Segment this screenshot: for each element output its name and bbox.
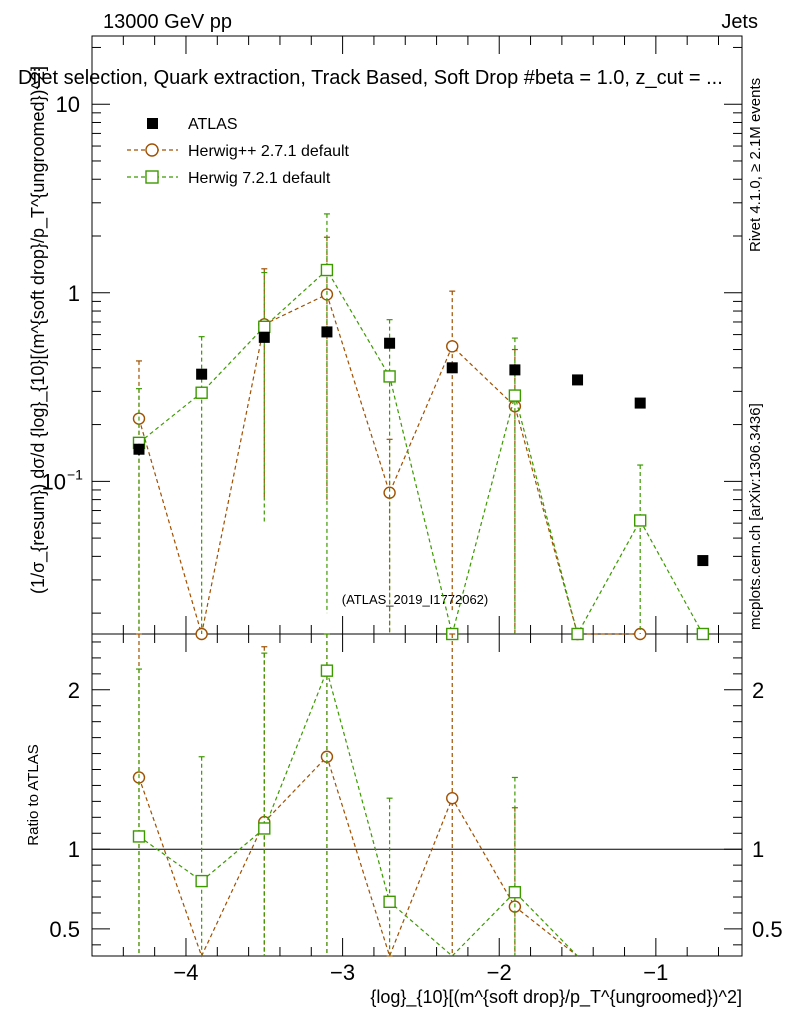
- series-line: [138, 668, 578, 957]
- data-point: [508, 886, 522, 899]
- data-point: [132, 830, 146, 843]
- ratio-ytick-label-left: 2: [68, 678, 80, 703]
- data-point: [195, 874, 208, 888]
- data-point: [446, 362, 458, 374]
- data-point: [320, 664, 334, 677]
- series-line: [138, 293, 641, 635]
- main-ylabel: (1/σ_{resum}) dσ/d {log}_{10}[(m^{soft d…: [28, 66, 49, 594]
- data-point: [572, 374, 584, 386]
- analysis-watermark: (ATLAS_2019_I1772062): [342, 592, 488, 607]
- data-point: [509, 364, 521, 376]
- data-point: [258, 320, 271, 333]
- legend: ATLAS Herwig++ 2.7.1 default Herwig 7.2.…: [127, 116, 350, 187]
- data-point: [633, 514, 647, 527]
- plot-title: Dijet selection, Quark extraction, Track…: [18, 67, 723, 89]
- main-ytick-label: 10: [42, 469, 66, 494]
- series-line: [138, 755, 578, 958]
- data-point: [446, 340, 459, 353]
- mcplots-label: mcplots.cern.ch [arXiv:1306.3436]: [747, 403, 764, 630]
- main-series-layer: [132, 213, 710, 641]
- data-point: [383, 370, 396, 383]
- header-category: Jets: [721, 11, 758, 33]
- data-point: [696, 627, 710, 641]
- legend-marker-herwig7: [145, 170, 159, 184]
- ratio-xtick-label: −3: [330, 960, 355, 985]
- series-line: [138, 269, 704, 636]
- ratio-ylabel: Ratio to ATLAS: [25, 744, 42, 845]
- ratio-series-herwig-7-2-1-default: [132, 633, 578, 957]
- ratio-xtick-label: −1: [643, 960, 668, 985]
- legend-label-herwig7: Herwig 7.2.1 default: [188, 170, 331, 187]
- data-point: [508, 389, 522, 402]
- data-point: [697, 555, 709, 567]
- main-ytick-label: 10: [56, 92, 80, 117]
- data-point: [446, 791, 459, 805]
- ratio-ytick-label-right: 1: [752, 837, 764, 862]
- main-ytick-exponent: −1: [67, 466, 83, 482]
- data-point: [196, 368, 208, 380]
- legend-marker-herwigpp: [145, 143, 159, 157]
- ratio-xlabel: {log}_{10}[(m^{soft drop}/p_T^{ungroomed…: [370, 987, 742, 1008]
- ratio-series-layer: [132, 633, 578, 958]
- rivet-label: Rivet 4.1.0, ≥ 2.1M events: [747, 78, 764, 252]
- legend-marker-atlas: [147, 118, 158, 129]
- data-point: [320, 263, 334, 277]
- ratio-panel-frame: [91, 633, 743, 957]
- data-point: [195, 386, 208, 399]
- legend-label-herwigpp: Herwig++ 2.7.1 default: [188, 143, 350, 160]
- data-point: [571, 627, 584, 641]
- legend-label-atlas: ATLAS: [188, 116, 238, 133]
- main-ytick-label: 1: [68, 281, 80, 306]
- data-point: [383, 895, 396, 909]
- data-point: [133, 443, 145, 455]
- ratio-xtick-label: −2: [487, 960, 512, 985]
- ratio-ytick-label-left: 0.5: [49, 917, 80, 942]
- data-point: [258, 822, 271, 835]
- data-point: [634, 397, 646, 409]
- data-point: [384, 337, 396, 349]
- main-series-atlas: [133, 326, 709, 567]
- data-point: [321, 326, 333, 338]
- ratio-axis-ticks: 0.5 0.5 1 1 2 2 −4 −3 −2 −1: [49, 634, 783, 985]
- ratio-xtick-label: −4: [173, 960, 198, 985]
- ratio-series-herwig-2-7-1-default: [132, 633, 578, 958]
- header-collision: 13000 GeV pp: [103, 11, 232, 33]
- main-series-herwig-7-2-1-default: [132, 213, 710, 641]
- ratio-ytick-label-left: 1: [68, 837, 80, 862]
- data-point: [258, 331, 270, 343]
- ratio-ytick-label-right: 2: [752, 678, 764, 703]
- ratio-ytick-label-right: 0.5: [752, 917, 783, 942]
